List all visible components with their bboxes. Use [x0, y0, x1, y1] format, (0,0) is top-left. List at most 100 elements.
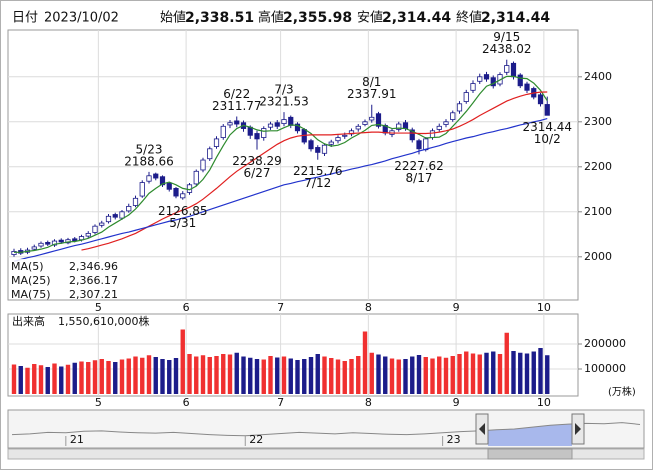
- volume-bar: [113, 362, 118, 394]
- volume-bar: [119, 359, 125, 394]
- price-label: 安値: [357, 10, 383, 26]
- volume-bar: [524, 353, 530, 394]
- candle-body: [537, 94, 544, 105]
- volume-bar: [11, 364, 17, 394]
- candle-body: [200, 159, 206, 171]
- candle-body: [38, 242, 44, 247]
- annotation-date: 6/22: [223, 87, 250, 101]
- y-tick-label: 2300: [584, 115, 612, 128]
- volume-bar: [275, 357, 280, 394]
- annotation-value: 2238.29: [232, 154, 282, 168]
- scroll-thumb[interactable]: [487, 448, 573, 460]
- volume-bar: [315, 354, 320, 394]
- volume-bar: [356, 356, 361, 394]
- candle-body: [220, 125, 226, 138]
- volume-bar: [261, 359, 266, 394]
- annotation-value: 2438.02: [482, 42, 532, 56]
- candle-body: [58, 239, 64, 243]
- candle-body: [193, 170, 199, 185]
- candle-body: [281, 119, 287, 125]
- annotation-date: 8/1: [362, 75, 381, 89]
- volume-bar: [504, 332, 509, 394]
- x-tick-label: 10: [537, 396, 551, 409]
- annotation-date: 5/23: [136, 142, 163, 156]
- candle-body: [139, 182, 145, 197]
- y-tick-label: 2200: [584, 160, 612, 173]
- volume-bar: [38, 365, 44, 394]
- volume-bar: [133, 356, 138, 394]
- volume-bar: [241, 356, 246, 394]
- volume-bar: [396, 359, 401, 394]
- x-tick-label: 7: [277, 301, 284, 314]
- candle-body: [227, 122, 233, 126]
- volume-bar: [511, 351, 516, 394]
- volume-bar: [423, 357, 428, 394]
- y-tick-label: 100000: [584, 362, 626, 375]
- candle-body: [396, 123, 402, 130]
- candle-body: [132, 197, 139, 206]
- volume-bar: [342, 361, 347, 394]
- volume-bar: [477, 354, 482, 394]
- volume-bar: [416, 355, 422, 394]
- volume-bar: [227, 354, 233, 394]
- price-value: 2,314.44: [382, 10, 451, 26]
- candle-body: [112, 214, 118, 218]
- candle-body: [267, 123, 274, 128]
- volume-bar: [106, 361, 111, 394]
- candle-body: [11, 250, 17, 255]
- handle-arrow: [479, 423, 485, 435]
- candle-body: [456, 103, 463, 112]
- annotation-date: 9/15: [493, 30, 520, 44]
- legend-box: [9, 259, 121, 299]
- volume-bar: [464, 351, 469, 394]
- x-tick-label: 8: [365, 396, 372, 409]
- volume-bar: [187, 354, 192, 394]
- candle-body: [328, 141, 334, 145]
- volume-bar: [18, 366, 23, 394]
- volume-bar: [126, 358, 131, 394]
- candle-body: [510, 62, 517, 78]
- candle-body: [288, 116, 294, 126]
- volume-bar: [531, 351, 536, 394]
- y-tick-label: 2100: [584, 205, 612, 218]
- x-tick-label: 21: [70, 433, 84, 446]
- volume-title: 出来高: [12, 314, 45, 328]
- price-value: 2,314.44: [481, 10, 550, 26]
- volume-bar: [52, 363, 57, 394]
- volume-bar: [281, 356, 287, 394]
- scrollbar[interactable]: [7, 448, 645, 460]
- x-tick-label: 6: [183, 396, 190, 409]
- volume-bar: [329, 358, 334, 394]
- annotation-value: 2126.85: [158, 204, 208, 218]
- volume-bar: [146, 355, 152, 394]
- candle-body: [321, 144, 328, 154]
- volume-bar: [518, 352, 523, 394]
- legend-value: 2,366.17: [69, 274, 118, 287]
- price-label: 終値: [456, 10, 482, 26]
- navigator-line: [11, 422, 641, 437]
- volume-bar: [86, 362, 91, 394]
- candle-body: [375, 113, 382, 127]
- volume-bar: [65, 364, 71, 394]
- volume-bar: [140, 357, 145, 394]
- volume-bar: [369, 352, 374, 394]
- candle-body: [470, 83, 476, 91]
- volume-bar: [288, 358, 293, 394]
- volume-bar: [268, 356, 273, 394]
- candle-body: [402, 122, 409, 129]
- candle-body: [85, 232, 91, 237]
- annotation-value: 2215.76: [293, 164, 343, 178]
- volume-bar: [450, 356, 455, 394]
- volume-bar: [254, 359, 260, 394]
- volume-bar: [497, 354, 503, 394]
- candle-body: [342, 134, 348, 137]
- candle-body: [207, 148, 213, 160]
- volume-bar: [160, 359, 165, 394]
- volume-bar: [92, 360, 98, 394]
- price-label: 高値: [258, 10, 284, 26]
- x-tick-label: 23: [447, 433, 461, 446]
- candle-body: [31, 246, 37, 250]
- y-tick-label: 2000: [584, 250, 612, 263]
- candle-body: [355, 125, 361, 130]
